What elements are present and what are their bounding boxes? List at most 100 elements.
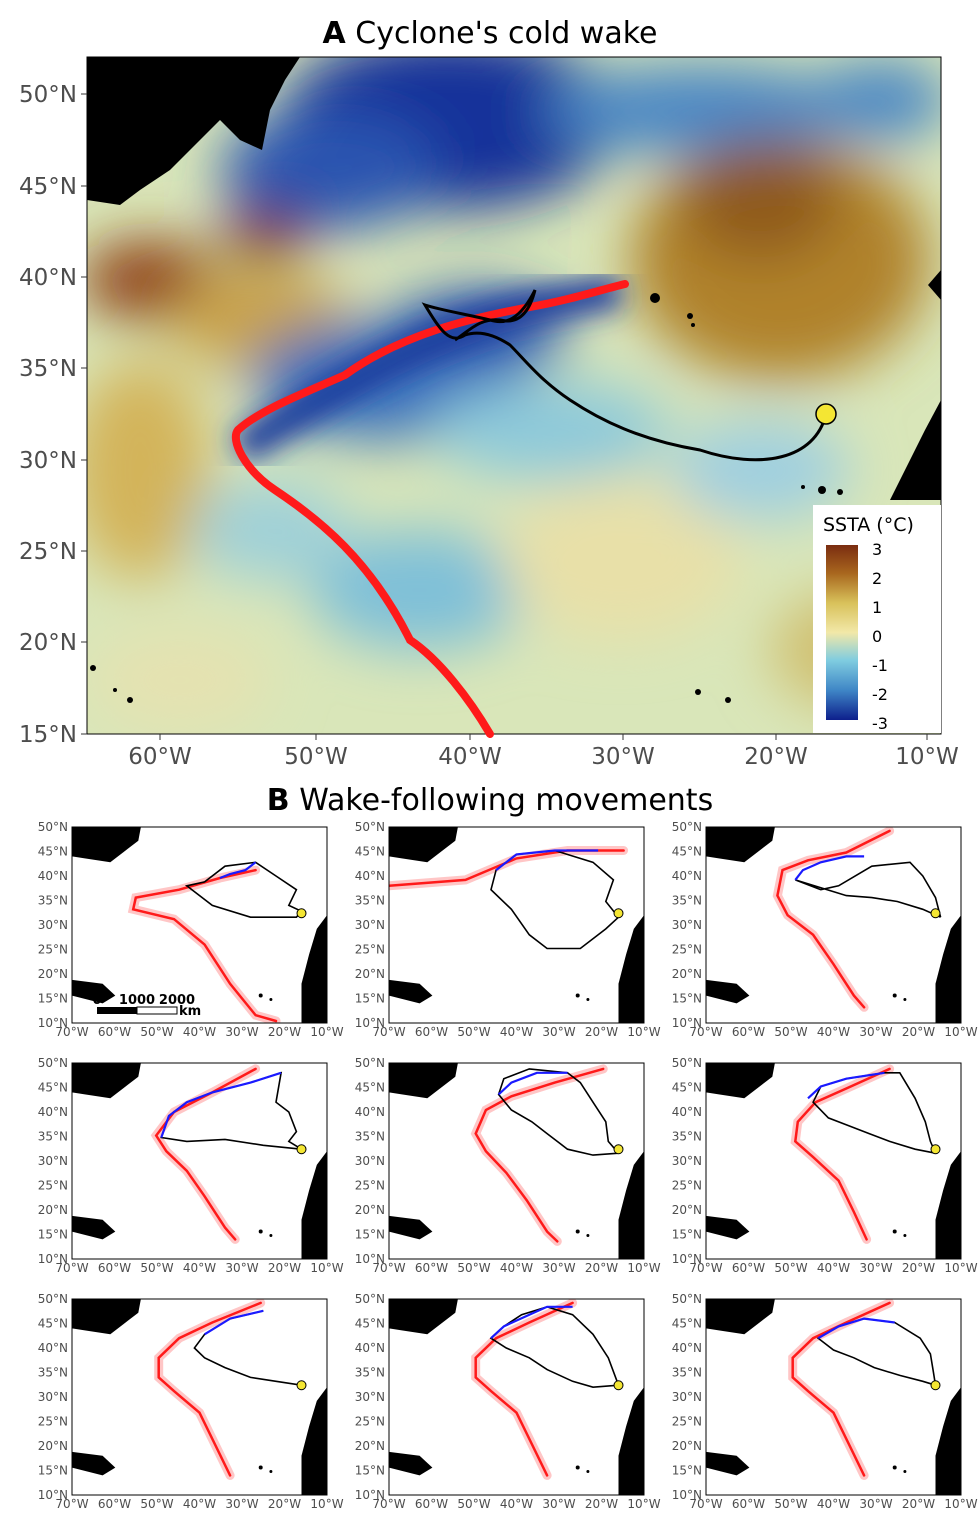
lat-tick-label: 45°N xyxy=(38,1081,68,1095)
cyclone-track xyxy=(131,868,278,1023)
lon-tick-label: 30°W xyxy=(591,744,655,770)
lat-tick-label: 50°N xyxy=(355,1292,385,1306)
lat-tick-label: 50°N xyxy=(355,820,385,834)
legend-tick-label: 3 xyxy=(872,540,882,559)
lat-tick-label: 15°N xyxy=(355,1464,385,1478)
lat-tick-label: 40°N xyxy=(38,869,68,883)
wake-following-segment xyxy=(497,1071,568,1096)
lon-tick-label: 10°W xyxy=(895,744,959,770)
lat-tick-label: 20°N xyxy=(672,967,702,981)
lat-tick-label: 15°N xyxy=(38,1228,68,1242)
lat-tick-label: 50°N xyxy=(38,820,68,834)
lon-tick-label: 20°W xyxy=(268,1497,301,1511)
land-masses xyxy=(389,1063,644,1259)
lon-tick-label: 10°W xyxy=(310,1261,343,1275)
lon-tick-label: 40°W xyxy=(817,1261,850,1275)
lat-tick-label: 20°N xyxy=(672,1439,702,1453)
lon-tick-label: 50°W xyxy=(457,1497,490,1511)
land-masses xyxy=(72,1063,327,1259)
lat-tick-label: 25°N xyxy=(19,539,77,565)
lat-tick-label: 25°N xyxy=(38,1179,68,1193)
lon-tick-label: 30°W xyxy=(859,1497,892,1511)
animal-track xyxy=(497,1068,620,1156)
lon-tick-label: 30°W xyxy=(542,1497,575,1511)
lat-tick-label: 30°N xyxy=(355,1390,385,1404)
wake-following-segment xyxy=(807,1071,885,1100)
lon-tick-label: 10°W xyxy=(627,1497,660,1511)
lat-tick-label: 30°N xyxy=(672,1390,702,1404)
scale-bar-label: 1000 xyxy=(119,993,155,1008)
lon-tick-label: 20°W xyxy=(585,1025,618,1039)
land-masses xyxy=(389,827,644,1023)
legend-tick-label: -1 xyxy=(872,656,888,675)
release-point xyxy=(296,1380,307,1391)
lat-tick-label: 25°N xyxy=(38,1415,68,1429)
animal-track xyxy=(795,861,942,918)
lat-tick-label: 45°N xyxy=(38,845,68,859)
lon-tick-label: 30°W xyxy=(225,1025,258,1039)
legend-tick-label: -2 xyxy=(872,685,888,704)
lon-tick-label: 70°W xyxy=(689,1025,722,1039)
lat-tick-label: 30°N xyxy=(19,448,77,474)
lon-tick-label: 70°W xyxy=(372,1261,405,1275)
lat-tick-label: 20°N xyxy=(38,1439,68,1453)
lat-tick-label: 25°N xyxy=(355,1415,385,1429)
wake-following-segment xyxy=(490,1305,573,1340)
lat-tick-label: 35°N xyxy=(19,356,77,382)
lat-tick-label: 40°N xyxy=(672,869,702,883)
wake-map-1: 50°N 45°N 40°N 35°N 30°N 25°N 20°N 15°N 10°N70°W… xyxy=(38,820,344,1039)
lon-tick-label: 50°W xyxy=(774,1025,807,1039)
lat-tick-label: 50°N xyxy=(672,1056,702,1070)
legend-title: SSTA (°C) xyxy=(823,514,914,536)
lat-tick-label: 20°N xyxy=(19,630,77,656)
colorbar xyxy=(826,545,858,720)
animal-track xyxy=(490,849,620,950)
legend-tick-label: 0 xyxy=(872,627,882,646)
lon-tick-label: 40°W xyxy=(817,1497,850,1511)
lat-tick-label: 45°N xyxy=(355,1317,385,1331)
lon-tick-label: 50°W xyxy=(140,1497,173,1511)
lat-tick-label: 45°N xyxy=(38,1317,68,1331)
cyclone-track xyxy=(776,829,891,1009)
scale-bar-label: 0 xyxy=(92,993,101,1008)
panel-b-title: B Wake-following movements xyxy=(0,783,980,818)
lon-tick-label: 20°W xyxy=(268,1261,301,1275)
lat-tick-label: 40°N xyxy=(355,1341,385,1355)
panel-a-letter: A xyxy=(322,16,346,51)
panel-a-title: A Cyclone's cold wake xyxy=(0,16,980,51)
wake-following-segment xyxy=(794,855,865,881)
scale-bar-label: 2000 xyxy=(159,993,195,1008)
lat-tick-label: 25°N xyxy=(355,1179,385,1193)
lon-tick-label: 60°W xyxy=(732,1261,765,1275)
land-masses xyxy=(706,1299,961,1495)
release-point xyxy=(930,1144,941,1155)
lat-tick-label: 10°N xyxy=(672,1252,702,1266)
lon-tick-label: 70°W xyxy=(372,1025,405,1039)
release-point xyxy=(930,908,941,919)
lon-tick-label: 50°W xyxy=(140,1025,173,1039)
legend-tick-label: 1 xyxy=(872,598,882,617)
panel-a-title-text: Cyclone's cold wake xyxy=(355,16,658,51)
release-point xyxy=(613,908,624,919)
lon-tick-label: 60°W xyxy=(732,1025,765,1039)
lat-tick-label: 40°N xyxy=(672,1341,702,1355)
lon-tick-label: 10°W xyxy=(944,1025,977,1039)
lon-tick-label: 50°W xyxy=(457,1025,490,1039)
lat-tick-label: 40°N xyxy=(355,1105,385,1119)
animal-track xyxy=(421,289,828,462)
lat-tick-label: 10°N xyxy=(672,1016,702,1030)
wake-map-2: 50°N 45°N 40°N 35°N 30°N 25°N 20°N 15°N 10°N70°W… xyxy=(355,820,661,1039)
lon-tick-label: 70°W xyxy=(55,1025,88,1039)
wake-following-segment xyxy=(219,861,257,880)
land-masses xyxy=(72,1299,327,1495)
lat-tick-label: 30°N xyxy=(38,918,68,932)
lat-tick-label: 30°N xyxy=(355,1154,385,1168)
lat-tick-label: 10°N xyxy=(38,1488,68,1502)
lon-tick-label: 60°W xyxy=(98,1497,131,1511)
lon-tick-label: 50°W xyxy=(140,1261,173,1275)
lat-tick-label: 35°N xyxy=(355,894,385,908)
lat-tick-label: 40°N xyxy=(672,1105,702,1119)
lat-tick-label: 50°N xyxy=(38,1292,68,1306)
lon-tick-label: 50°W xyxy=(774,1261,807,1275)
panel-b-maps: 50°N45°N40°N35°N30°N25°N20°N15°N10°N70°W… xyxy=(38,820,978,1511)
